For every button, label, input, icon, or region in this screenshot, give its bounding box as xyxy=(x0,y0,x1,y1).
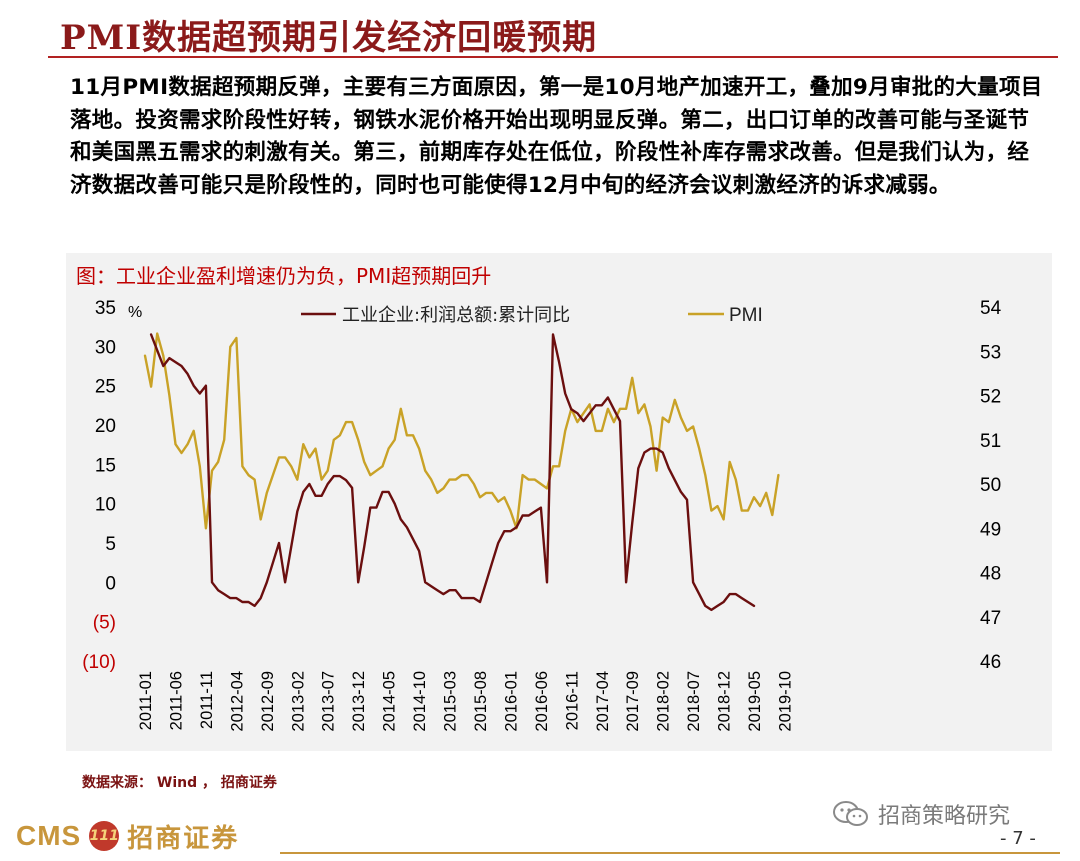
x-tick-label: 2013-12 xyxy=(350,671,368,732)
chart-title: 图：工业企业盈利增速仍为负，PMI超预期回升 xyxy=(76,264,492,288)
page-title: PMI数据超预期引发经济回暖预期 xyxy=(60,18,598,58)
y-left-tick-label: (10) xyxy=(82,652,116,673)
x-tick-label: 2013-02 xyxy=(289,671,307,732)
chart-panel xyxy=(66,253,1052,751)
y-right-tick-label: 48 xyxy=(980,564,1001,585)
y-left-tick-label: 15 xyxy=(95,455,116,476)
x-tick-label: 2018-07 xyxy=(685,671,703,732)
y-right-tick-label: 53 xyxy=(980,342,1001,363)
y-left-tick-label: 25 xyxy=(95,377,116,398)
x-tick-label: 2019-05 xyxy=(746,671,764,732)
x-tick-label: 2012-04 xyxy=(228,671,246,732)
y-left-tick-label: 20 xyxy=(95,416,116,437)
x-tick-label: 2011-06 xyxy=(167,671,185,730)
x-tick-label: 2012-09 xyxy=(259,671,277,732)
logo-company-name: 招商证券 xyxy=(127,823,240,854)
x-tick-label: 2013-07 xyxy=(320,671,338,732)
y-right-tick-label: 50 xyxy=(980,475,1001,496)
footer-rule xyxy=(280,852,1060,854)
x-tick-label: 2019-10 xyxy=(776,671,794,732)
x-tick-label: 2017-04 xyxy=(594,671,612,732)
logo-mark-icon: 111 xyxy=(89,821,120,851)
y-left-tick-label: 10 xyxy=(95,495,116,516)
x-tick-label: 2016-01 xyxy=(502,671,520,732)
x-tick-label: 2011-01 xyxy=(137,671,155,730)
y-left-unit-label: % xyxy=(128,304,142,321)
y-left-tick-label: 0 xyxy=(105,573,116,594)
x-tick-label: 2014-05 xyxy=(381,671,399,732)
x-tick-label: 2011-11 xyxy=(198,671,216,729)
data-source: 数据来源： Wind ， 招商证券 xyxy=(82,775,277,791)
x-tick-label: 2016-06 xyxy=(533,671,551,732)
x-tick-label: 2017-09 xyxy=(624,671,642,732)
logo-text: CMS xyxy=(16,820,82,851)
y-right-tick-label: 51 xyxy=(980,431,1001,452)
legend-label-profit: 工业企业:利润总额:累计同比 xyxy=(342,305,570,326)
x-tick-label: 2015-08 xyxy=(472,671,490,732)
y-right-tick-label: 46 xyxy=(980,652,1001,673)
x-tick-label: 2015-03 xyxy=(442,671,460,732)
page-number: - 7 - xyxy=(1000,828,1036,849)
analysis-paragraph: 11月PMI数据超预期反弹，主要有三方面原因，第一是10月地产加速开工，叠加9月… xyxy=(70,75,1043,198)
y-right-tick-label: 54 xyxy=(980,298,1002,319)
x-tick-label: 2014-10 xyxy=(411,671,429,732)
y-left-tick-label: (5) xyxy=(93,613,116,634)
x-tick-label: 2018-02 xyxy=(655,671,673,732)
watermark-text: 招商策略研究 xyxy=(878,804,1011,829)
wechat-icon xyxy=(833,801,868,826)
x-tick-label: 2018-12 xyxy=(716,671,734,732)
y-right-tick-label: 49 xyxy=(980,519,1001,540)
title-underline xyxy=(48,56,1058,58)
x-tick-label: 2016-11 xyxy=(563,671,581,730)
legend-label-pmi: PMI xyxy=(729,305,763,326)
series-line-pmi xyxy=(143,332,780,530)
y-left-tick-label: 5 xyxy=(105,534,116,555)
wechat-watermark: 招商策略研究 xyxy=(832,798,1010,830)
series-line-profit xyxy=(149,333,756,612)
y-right-tick-label: 47 xyxy=(980,608,1001,629)
y-right-tick-label: 52 xyxy=(980,387,1001,408)
company-logo: CMS 111 招商证券 xyxy=(16,818,239,854)
y-left-tick-label: 35 xyxy=(95,298,116,319)
y-left-tick-label: 30 xyxy=(95,337,116,358)
